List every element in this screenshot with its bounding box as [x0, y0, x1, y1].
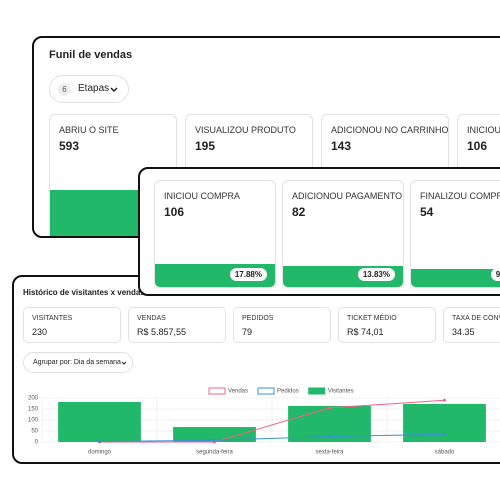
stage-name: ADICIONOU NO CARRINHO — [331, 125, 449, 135]
stage-value: 593 — [59, 139, 80, 153]
legend-label: Visitantes — [328, 389, 354, 395]
history-card: Histórico de visitantes x vendas Agrupar… — [12, 275, 500, 464]
kpi-value: 79 — [242, 327, 253, 337]
steps-label: Etapas — [78, 83, 110, 94]
chevron — [110, 87, 118, 93]
x-tick-label: segunda-feira — [196, 450, 233, 456]
legend-swatch — [257, 387, 275, 395]
legend-swatch — [208, 387, 226, 395]
line — [99, 433, 445, 443]
legend-label: Vendas — [228, 389, 248, 395]
x-tick-label: sábado — [435, 450, 455, 456]
point — [443, 432, 446, 436]
kpi-card: TICKET MÉDIO R$ 74,01 — [338, 307, 436, 343]
stage-card: ADICIONOU PAGAMENTO 82 13.83% — [282, 180, 404, 288]
kpi-card: PEDIDOS 79 — [233, 307, 331, 343]
kpi-label: VENDAS — [137, 315, 166, 322]
kpi-label: TAXA DE CONVERSÃO — [452, 315, 500, 322]
stage-percent: 9.11% — [490, 268, 500, 281]
kpi-value: 230 — [32, 327, 48, 337]
kpi-label: PEDIDOS — [242, 315, 274, 322]
x-tick-label: domingo — [88, 450, 112, 456]
kpi-label: TICKET MÉDIO — [347, 315, 397, 322]
y-tick-label: 150 — [28, 407, 39, 413]
y-tick-label: 0 — [35, 440, 39, 446]
bar — [173, 427, 256, 442]
chevron — [121, 361, 127, 365]
card-title: Funil de vendas — [49, 49, 133, 61]
kpi-card: TAXA DE CONVERSÃO 34.35 — [443, 307, 500, 343]
kpi-value: R$ 74,01 — [347, 327, 384, 337]
point — [328, 406, 331, 410]
legend-label: Pedidos — [277, 389, 299, 395]
stage-value: 106 — [164, 205, 185, 219]
y-tick-label: 100 — [28, 418, 39, 424]
stage-name: FINALIZOU COMPRA — [420, 191, 500, 201]
stage-value: 195 — [195, 139, 216, 153]
stage-name: ADICIONOU PAGAMENTO — [292, 191, 403, 201]
y-tick-label: 50 — [31, 429, 38, 435]
stage-name: VISUALIZOU PRODUTO — [195, 125, 296, 135]
kpi-value: R$ 5.857,55 — [137, 327, 187, 337]
stage-fill — [411, 269, 500, 287]
stage-percent: 17.88% — [229, 268, 267, 281]
point — [328, 435, 331, 438]
bar — [58, 401, 141, 442]
stage-value: 106 — [467, 139, 488, 153]
stage-value: 143 — [331, 139, 352, 153]
stage-value: 54 — [420, 205, 434, 219]
kpi-card: VENDAS R$ 5.857,55 — [128, 307, 226, 343]
y-tick-label: 200 — [28, 396, 39, 402]
funnel-zoom-card: INICIOU COMPRA 106 17.88% ADICIONOU PAGAMEN… — [138, 167, 500, 296]
point — [98, 440, 101, 444]
kpi-value: 34.35 — [452, 327, 475, 337]
steps-count: 6 — [58, 83, 71, 96]
group-dropdown[interactable]: Agrupar por: Dia da semana — [23, 352, 133, 373]
stage-card: FINALIZOU COMPRA 54 9.11% — [410, 180, 500, 288]
point — [213, 438, 216, 442]
stage-card: INICIOU COMPRA 106 17.88% — [154, 180, 276, 288]
stage-value: 82 — [292, 205, 306, 219]
bar — [403, 403, 486, 442]
group-label: Agrupar por: Dia da semana — [33, 359, 121, 366]
kpi-card: VISITANTES 230 — [23, 307, 121, 343]
card-title: Histórico de visitantes x vendas — [23, 288, 145, 297]
stage-name: INICIOU COMPRA — [164, 191, 241, 201]
stage-name: ABRIU O SITE — [59, 125, 119, 135]
steps-dropdown[interactable]: 6 Etapas — [49, 75, 129, 103]
kpi-label: VISITANTES — [32, 315, 73, 322]
chart: 0 50 100 150 200 domingo segunda-feira sexta-fe… — [28, 387, 500, 456]
point — [443, 398, 446, 402]
stage-percent: 13.83% — [357, 268, 395, 281]
stage-name: INICIOU C — [467, 125, 500, 135]
legend-swatch — [308, 387, 326, 395]
line — [99, 399, 445, 443]
x-tick-label: sexta-feira — [315, 450, 344, 456]
